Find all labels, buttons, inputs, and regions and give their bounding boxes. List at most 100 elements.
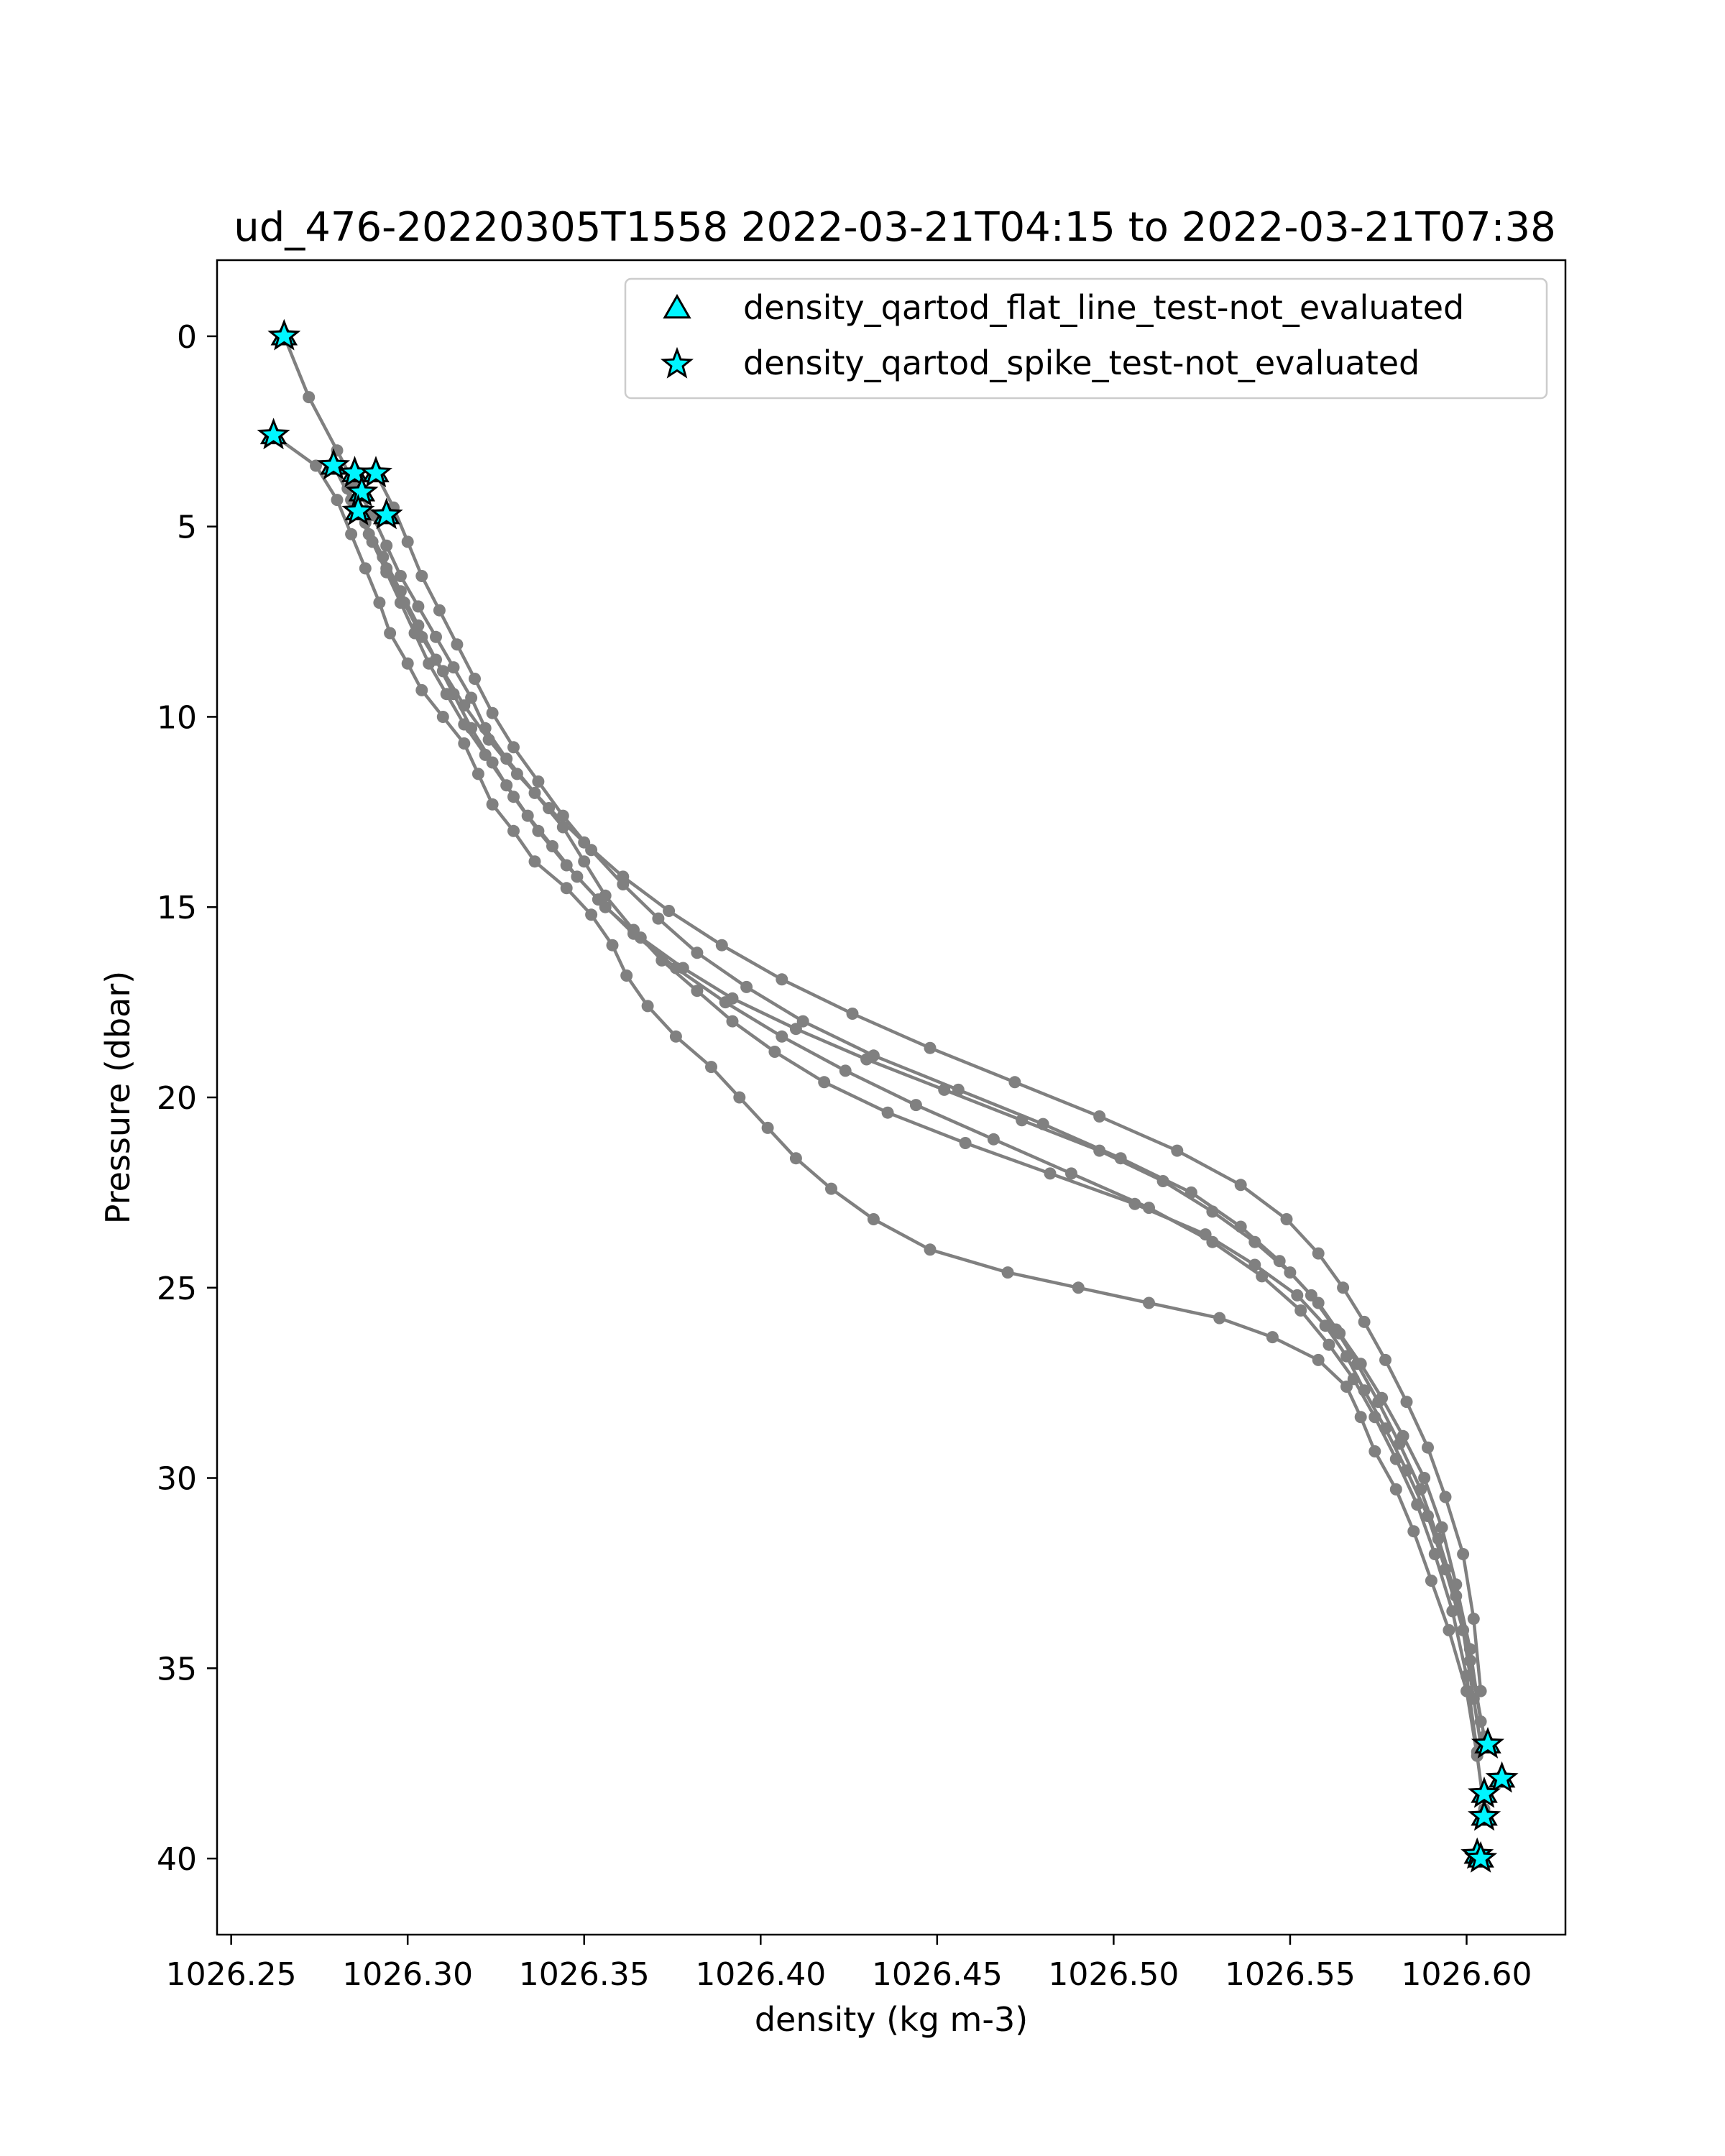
data-point (451, 638, 464, 651)
data-point (1114, 1152, 1127, 1165)
data-point (776, 1030, 788, 1043)
x-tick-label: 1026.50 (1048, 1956, 1179, 1993)
data-point (532, 824, 545, 837)
plot-frame (216, 259, 1567, 1936)
data-point (380, 539, 393, 552)
data-point (1234, 1179, 1247, 1192)
data-point (776, 973, 788, 986)
y-tick-label: 15 (157, 890, 197, 926)
data-point (839, 1064, 852, 1077)
data-point (384, 627, 397, 640)
data-point (436, 665, 449, 678)
data-point (1294, 1304, 1307, 1317)
data-point (1407, 1525, 1420, 1538)
data-point (825, 1182, 837, 1195)
y-tick-label: 35 (157, 1651, 197, 1687)
data-point (436, 711, 449, 723)
data-point (1001, 1266, 1014, 1279)
data-point (345, 528, 358, 540)
data-point (796, 1015, 809, 1028)
data-point (789, 1152, 802, 1165)
data-point (397, 596, 410, 609)
data-point (909, 1099, 922, 1112)
data-point (1143, 1296, 1155, 1309)
data-point (482, 733, 495, 746)
spike-flag-marker (1464, 1841, 1498, 1873)
data-point (1450, 1590, 1463, 1603)
data-point (380, 562, 393, 575)
y-axis: 0 5 10 15 20 25 30 35 40 (157, 319, 217, 1878)
x-tick-label: 1026.60 (1402, 1956, 1532, 1993)
y-tick-label: 25 (157, 1271, 197, 1307)
data-point (359, 562, 372, 575)
data-point (465, 722, 478, 734)
x-tick-label: 1026.55 (1225, 1956, 1356, 1993)
x-tick-label: 1026.25 (166, 1956, 297, 1993)
profile-line-3 (356, 510, 1483, 1722)
data-point (715, 939, 728, 952)
data-point (528, 855, 541, 868)
data-point (578, 855, 591, 868)
data-point (663, 905, 676, 917)
data-point (1008, 1076, 1021, 1089)
chart-title: ud_476-20220305T1558 2022-03-21T04:15 to… (234, 204, 1556, 251)
y-tick-label: 40 (157, 1841, 197, 1878)
data-point (486, 706, 499, 719)
data-point (310, 459, 322, 472)
data-point (415, 630, 428, 643)
data-point (1312, 1353, 1325, 1366)
data-point (1474, 1685, 1487, 1697)
data-point (1234, 1220, 1247, 1233)
data-point (1389, 1452, 1402, 1465)
profile-line-4 (374, 472, 1486, 1738)
data-point (641, 1000, 654, 1013)
data-point (507, 741, 520, 754)
spike-flag-marker (316, 448, 351, 480)
data-point (867, 1213, 880, 1225)
data-point (1393, 1437, 1406, 1450)
data-point (1312, 1247, 1325, 1260)
x-tick-label: 1026.45 (872, 1956, 1003, 1993)
data-point (433, 604, 446, 617)
data-point (1358, 1315, 1371, 1328)
data-point (507, 791, 520, 803)
data-point (1368, 1445, 1381, 1457)
data-point (1379, 1353, 1392, 1366)
legend-label-spike: density_qartod_spike_test-not_evaluated (743, 344, 1420, 382)
data-point (1439, 1491, 1452, 1503)
data-point (472, 768, 484, 780)
data-point (1425, 1575, 1438, 1587)
data-point (691, 946, 704, 959)
data-point (606, 939, 619, 952)
data-point (733, 1091, 746, 1104)
data-point (469, 673, 481, 685)
data-point (1368, 1411, 1381, 1424)
data-point (1467, 1613, 1480, 1625)
data-point (1322, 1338, 1335, 1351)
data-point (669, 962, 682, 975)
data-point (867, 1049, 880, 1062)
data-point (1428, 1548, 1441, 1560)
data-point (719, 996, 732, 1009)
data-point (401, 535, 414, 548)
data-point (415, 570, 428, 582)
triangle-icon (663, 293, 691, 319)
data-point (1280, 1213, 1293, 1225)
data-point (1184, 1186, 1197, 1199)
legend-triangle-marker (663, 293, 691, 319)
x-axis-label: density (kg m-3) (755, 2000, 1028, 2039)
data-point (458, 699, 471, 712)
data-point (447, 661, 460, 674)
spike-flag-marker (1485, 1761, 1519, 1793)
data-point (818, 1076, 831, 1089)
data-point (532, 775, 545, 788)
data-point (1256, 1270, 1269, 1283)
data-point (1372, 1396, 1385, 1409)
spike-flag-marker (359, 456, 393, 488)
data-point (1460, 1669, 1473, 1682)
data-point (362, 528, 375, 540)
spike-flag-marker (257, 418, 290, 450)
data-point (1435, 1521, 1448, 1534)
data-point (1206, 1235, 1219, 1248)
